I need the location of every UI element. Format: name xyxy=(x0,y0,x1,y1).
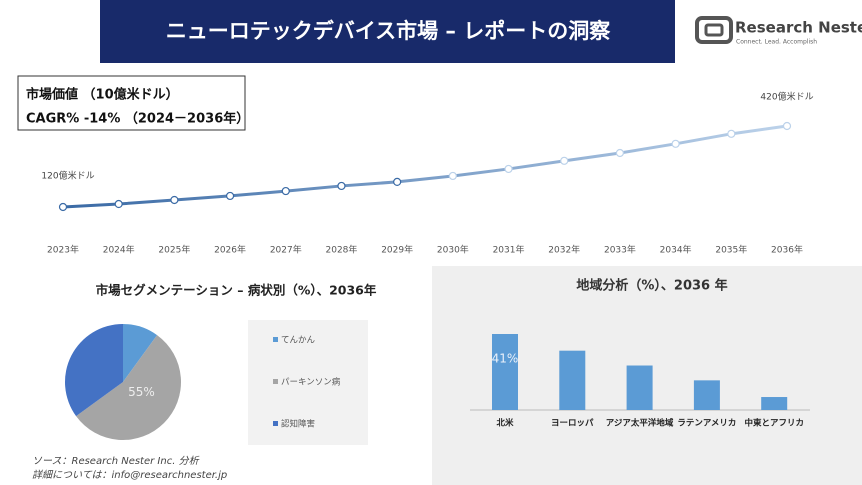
bar xyxy=(761,397,788,410)
logo-tagline: Connect. Lead. Accomplish xyxy=(736,39,817,46)
point xyxy=(58,202,68,212)
value-label: 41% xyxy=(492,352,519,366)
point xyxy=(281,186,290,196)
x-tick-label: 2033年 xyxy=(604,244,636,256)
x-tick-label: 2027年 xyxy=(270,244,302,256)
legend-label: 認知障害 xyxy=(281,419,315,430)
logo-icon-inner xyxy=(704,23,724,37)
point xyxy=(337,181,346,191)
footer-source: ソース：Research Nester Inc. 分析 xyxy=(32,455,200,467)
value-label: 120億米ドル xyxy=(41,170,94,182)
point xyxy=(504,164,513,174)
x-tick-label: 2034年 xyxy=(660,244,692,256)
x-tick-label: ラテンアメリカ xyxy=(677,419,736,429)
pie-title: 市場セグメンテーション – 病状別（%）、2036年 xyxy=(96,283,377,298)
point xyxy=(782,121,792,131)
logo: Research Nester Connect. Lead. Accomplis… xyxy=(695,16,862,46)
pie-slice xyxy=(64,324,123,417)
point xyxy=(448,171,457,181)
point xyxy=(671,139,680,148)
x-tick-label: 2032年 xyxy=(548,244,580,256)
logo-icon xyxy=(695,16,733,44)
x-tick-label: 2030年 xyxy=(437,244,469,256)
point xyxy=(225,191,235,201)
x-tick-label: 2029年 xyxy=(381,244,413,256)
x-tick-label: ヨーロッパ xyxy=(551,418,594,429)
x-tick-label: 2026年 xyxy=(214,244,246,256)
point xyxy=(393,177,402,186)
x-tick-label: アジア太平洋地域 xyxy=(606,418,674,429)
trend-line xyxy=(62,124,788,209)
header-band xyxy=(100,0,675,63)
x-tick-label: 2023年 xyxy=(47,244,79,256)
pie-slice xyxy=(76,335,182,441)
logo-name: Research Nester xyxy=(735,19,862,37)
bar xyxy=(693,380,720,410)
x-tick-label: 2025年 xyxy=(158,244,190,256)
bar-title: 地域分析（%）、2036 年 xyxy=(576,278,727,294)
point xyxy=(615,148,625,158)
x-tick-label: 中東とアフリカ xyxy=(744,418,804,429)
value-label: 420億米ドル xyxy=(760,91,813,103)
legend-swatch xyxy=(273,421,278,426)
point xyxy=(170,195,179,205)
legend-label: パーキンソン病 xyxy=(281,377,341,388)
legend-box xyxy=(248,320,368,445)
x-tick-label: 2024年 xyxy=(103,244,135,256)
legend-label: てんかん xyxy=(281,336,316,346)
summary-box xyxy=(17,75,246,131)
point xyxy=(727,129,736,138)
pie-slice xyxy=(123,324,158,382)
x-tick-label: 2028年 xyxy=(326,244,358,256)
bar xyxy=(559,350,586,410)
point xyxy=(114,199,123,209)
slice-label: 55% xyxy=(128,385,155,399)
footer-contact: 詳細については：info@researchnester.jp xyxy=(32,469,227,481)
bar xyxy=(626,365,653,410)
x-tick-label: 2035年 xyxy=(715,244,747,256)
point xyxy=(560,156,569,165)
legend-swatch xyxy=(273,379,278,384)
header-title: ニューロテックデバイス市場 – レポートの洞察 xyxy=(166,19,611,43)
x-tick-label: 北米 xyxy=(496,418,514,429)
cagr: CAGR% -14% （2024－2036年） xyxy=(26,111,249,127)
x-tick-label: 2036年 xyxy=(771,244,803,256)
market-value: 市場価値 （10億米ドル） xyxy=(26,87,179,103)
x-tick-label: 2031年 xyxy=(493,244,525,256)
bar xyxy=(492,334,518,410)
legend-swatch xyxy=(273,337,278,342)
